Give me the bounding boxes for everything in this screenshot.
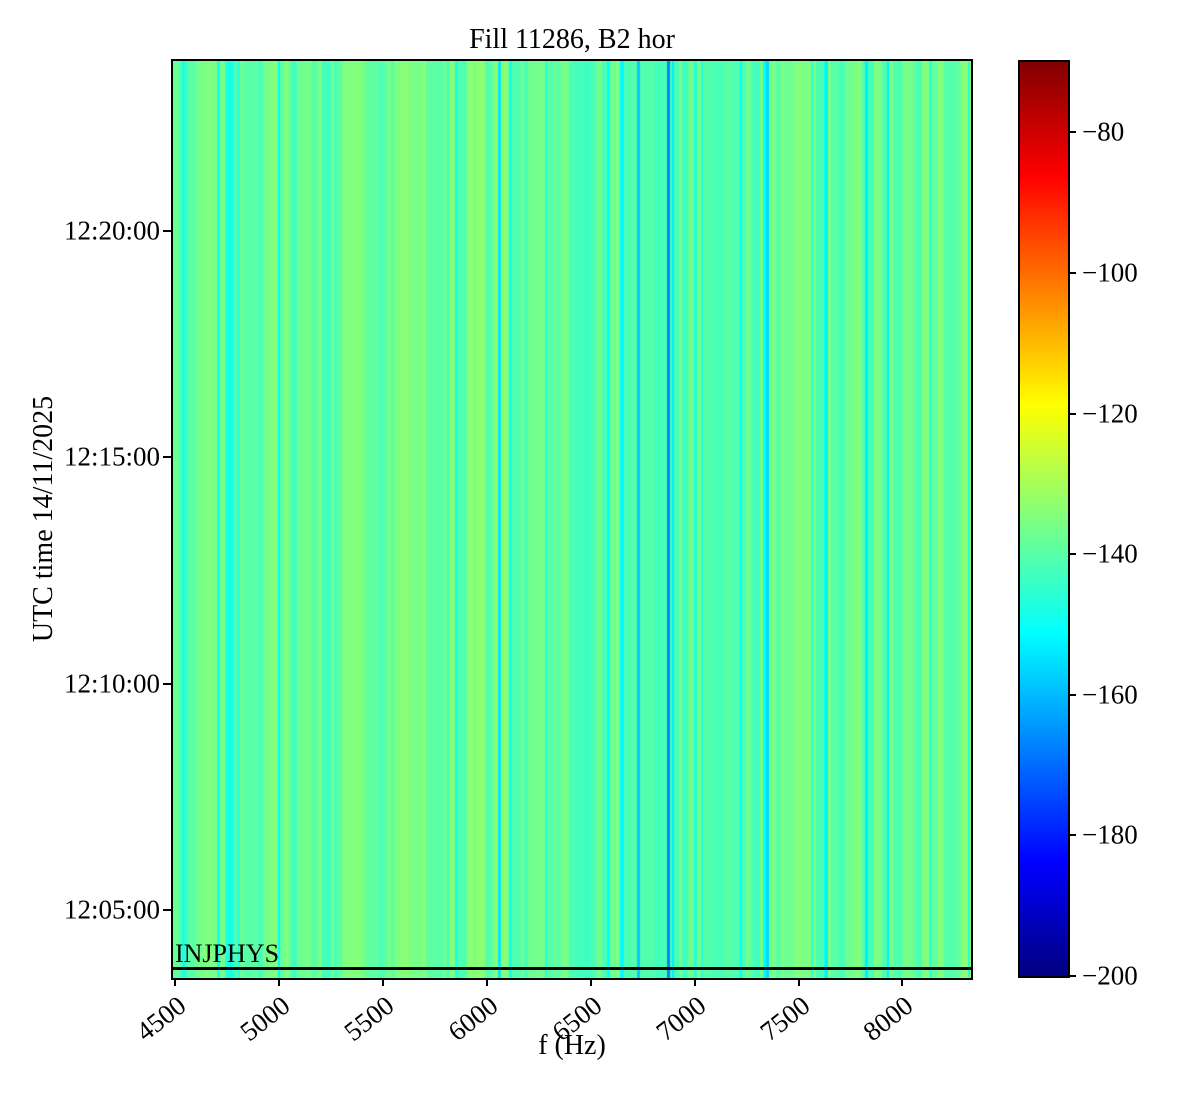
colorbar-tick-mark [1068,553,1076,556]
colorbar-tick-mark [1068,693,1076,696]
injphys-marker-line [173,967,971,970]
y-tick-label: 12:15:00 [63,441,160,472]
colorbar-tick-mark [1068,834,1076,837]
colorbar [1018,60,1070,978]
plot-area: INJPHYS [171,59,973,980]
colorbar-tick-label: −100 [1082,257,1138,288]
colorbar-tick-label: −80 [1082,116,1125,147]
colorbar-tick-mark [1068,271,1076,274]
colorbar-tick-label: −120 [1082,398,1138,429]
colorbar-tick-mark [1068,975,1076,977]
y-tick-label: 12:20:00 [63,215,160,246]
y-tick-mark [163,456,171,459]
colorbar-tick-label: −200 [1082,960,1138,991]
colorbar-tick-label: −180 [1082,819,1138,850]
y-tick-label: 12:10:00 [63,668,160,699]
x-axis-label: f (Hz) [538,1030,606,1061]
x-tick-mark [174,978,177,986]
x-tick-mark [381,978,384,986]
chart-title: Fill 11286, B2 hor [469,24,675,55]
y-tick-mark [163,682,171,685]
y-tick-label: 12:05:00 [63,894,160,925]
x-tick-mark [277,978,280,986]
injphys-annotation: INJPHYS [175,939,280,968]
colorbar-tick-mark [1068,131,1076,134]
spectrogram-image [173,61,971,978]
colorbar-tick-label: −160 [1082,679,1138,710]
colorbar-tick-mark [1068,412,1076,415]
x-tick-mark [589,978,592,986]
colorbar-tick-label: −140 [1082,538,1138,569]
y-tick-mark [163,909,171,912]
x-tick-mark [797,978,800,986]
x-tick-mark [901,978,904,986]
y-tick-mark [163,229,171,232]
y-axis-label: UTC time 14/11/2025 [28,395,59,643]
x-tick-mark [485,978,488,986]
x-tick-mark [693,978,696,986]
